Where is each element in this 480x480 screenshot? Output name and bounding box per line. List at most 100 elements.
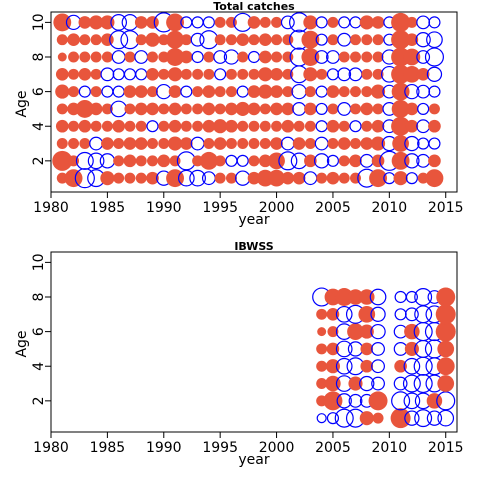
bubble-positive: [247, 171, 261, 185]
y-tick-label: 4: [31, 362, 47, 371]
bubble-positive: [134, 102, 148, 116]
bubble-positive: [123, 154, 137, 168]
bubble-negative: [404, 135, 420, 152]
bubble-positive: [258, 84, 273, 99]
bubble-positive: [167, 136, 183, 151]
bubble-positive: [67, 33, 80, 47]
bubble-negative: [101, 85, 114, 98]
bubble-positive: [282, 34, 294, 46]
bubble-positive: [327, 326, 339, 338]
bubble-positive: [237, 68, 249, 80]
bubble-negative: [371, 376, 385, 391]
bubble-positive: [271, 34, 283, 46]
bubble-positive: [326, 342, 340, 356]
bubble-negative: [316, 413, 327, 424]
bubble-positive: [214, 16, 226, 28]
bubble-positive: [316, 308, 328, 320]
bubble-positive: [369, 169, 387, 188]
bubble-positive: [316, 172, 328, 184]
bubble-positive: [271, 16, 283, 28]
bubble-positive: [371, 16, 385, 29]
bubble-positive: [214, 34, 226, 46]
bubble-positive: [146, 67, 159, 81]
bubble-positive: [180, 120, 192, 132]
bubble-positive: [56, 103, 68, 115]
bubble-negative: [191, 50, 204, 64]
bubble-positive: [225, 172, 237, 184]
bubble-negative: [99, 153, 116, 169]
x-tick-label: 2005: [315, 200, 351, 216]
bubble-positive: [361, 120, 373, 132]
bubble-negative: [371, 359, 385, 374]
bubble-positive: [327, 16, 339, 28]
bubble-negative: [403, 392, 421, 410]
bubble-positive: [248, 34, 260, 46]
bubble-positive: [145, 32, 160, 47]
bubble-negative: [314, 136, 329, 151]
bubble-positive: [406, 16, 418, 28]
bubble-positive: [370, 136, 386, 151]
bubble-positive: [359, 15, 374, 30]
bubble-positive: [68, 68, 80, 80]
y-tick-label: 2: [31, 156, 47, 165]
bubble-positive: [350, 51, 361, 63]
bubble-positive: [192, 120, 204, 132]
bubble-positive: [292, 137, 306, 150]
bubble-positive: [158, 120, 170, 132]
bubble-positive: [361, 51, 373, 63]
bubble-positive: [403, 48, 421, 66]
bubble-negative: [134, 50, 149, 64]
chart-title: Total catches: [213, 0, 295, 13]
bubble-positive: [113, 138, 125, 150]
bubble-positive: [167, 67, 183, 82]
bubble-negative: [402, 374, 421, 393]
bubble-positive: [359, 289, 375, 305]
bubble-positive: [326, 171, 340, 185]
y-tick-label: 8: [31, 293, 47, 302]
bubble-positive: [292, 171, 306, 185]
bubble-positive: [403, 65, 421, 83]
bubble-positive: [437, 340, 455, 358]
bubble-negative: [303, 171, 318, 186]
bubble-negative: [190, 32, 205, 47]
bubble-positive: [55, 119, 69, 133]
bubble-positive: [259, 120, 271, 132]
bubble-negative: [393, 376, 408, 391]
bubble-negative: [428, 16, 441, 29]
bubble-positive: [90, 51, 102, 63]
bubble-negative: [414, 288, 433, 306]
bubble-negative: [100, 67, 115, 82]
bubble-positive: [146, 171, 159, 185]
bubble-positive: [391, 151, 410, 170]
bubble-positive: [326, 85, 340, 98]
bubble-positive: [202, 119, 216, 133]
bubble-positive: [282, 86, 294, 98]
bubble-positive: [100, 171, 115, 186]
bubble-negative: [404, 410, 420, 426]
bubble-negative: [337, 102, 352, 116]
bubbles: [312, 287, 456, 429]
bubble-negative: [225, 154, 238, 167]
bubble-positive: [180, 137, 193, 150]
bubble-positive: [56, 138, 68, 150]
bubble-positive: [214, 103, 226, 115]
bubble-positive: [372, 34, 384, 46]
bubble-negative: [110, 100, 128, 118]
bubble-positive: [124, 103, 136, 115]
bubble-positive: [259, 138, 271, 150]
bubble-positive: [225, 102, 238, 116]
bubble-positive: [301, 48, 320, 66]
bubble-negative: [315, 33, 328, 46]
bubble-positive: [124, 172, 136, 184]
bubble-positive: [56, 34, 68, 46]
bubble-positive: [258, 154, 272, 168]
bubble-positive: [134, 137, 148, 150]
bubble-negative: [416, 15, 431, 30]
bubble-positive: [237, 138, 249, 150]
bubble-positive: [360, 359, 374, 373]
bubble-positive: [214, 86, 226, 98]
bubble-positive: [90, 34, 102, 46]
bubble-positive: [347, 289, 364, 305]
bubble-negative: [112, 85, 125, 98]
bubble-negative: [437, 409, 455, 427]
